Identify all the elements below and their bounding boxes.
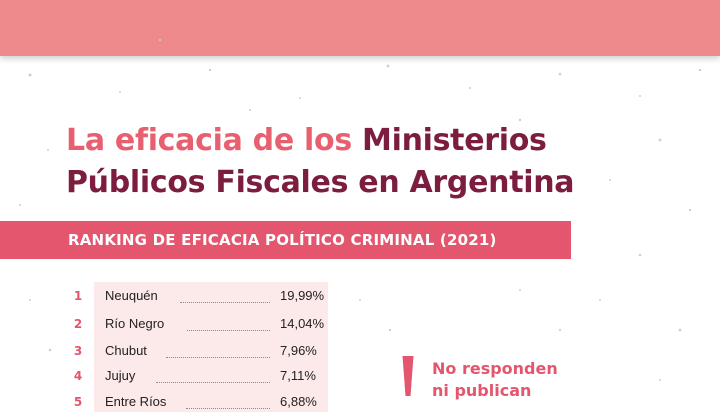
province-name: Neuquén bbox=[105, 288, 158, 303]
efficacy-value: 6,88% bbox=[280, 394, 317, 409]
province-name: Chubut bbox=[105, 343, 147, 358]
no-responden-line-2: ni publican bbox=[432, 381, 532, 400]
title-part-2: Ministerios bbox=[362, 123, 547, 158]
ranking-header-text: RANKING DE EFICACIA POLÍTICO CRIMINAL (2… bbox=[68, 231, 497, 249]
rank-number: 1 bbox=[73, 289, 83, 303]
efficacy-value: 7,11% bbox=[280, 368, 316, 383]
province-name: Jujuy bbox=[105, 368, 136, 383]
title-part-1: La eficacia de los bbox=[66, 123, 363, 158]
dot-leader bbox=[187, 330, 270, 331]
dot-leader bbox=[156, 382, 270, 383]
ranking-list-background bbox=[94, 282, 328, 412]
rank-number: 3 bbox=[73, 344, 83, 358]
exclamation-icon bbox=[402, 356, 414, 396]
dot-leader bbox=[166, 357, 270, 358]
province-name: Entre Ríos bbox=[105, 394, 167, 409]
dot-leader bbox=[186, 408, 270, 409]
dot-leader bbox=[180, 302, 270, 303]
ranking-header-ribbon: RANKING DE EFICACIA POLÍTICO CRIMINAL (2… bbox=[0, 221, 571, 259]
efficacy-value: 19,99% bbox=[280, 288, 325, 303]
no-responden-line-1: No responden bbox=[432, 359, 558, 378]
rank-number: 5 bbox=[73, 395, 83, 409]
title-part-3: Públicos Fiscales en Argentina bbox=[66, 165, 575, 200]
efficacy-value: 14,04% bbox=[280, 316, 325, 331]
top-banner bbox=[0, 0, 720, 56]
rank-number: 4 bbox=[73, 369, 83, 383]
province-name: Río Negro bbox=[105, 316, 165, 331]
no-responden-note: No responden ni publican bbox=[432, 358, 558, 402]
efficacy-value: 7,96% bbox=[280, 343, 317, 358]
rank-number: 2 bbox=[73, 317, 83, 331]
page-title: La eficacia de los Ministerios Públicos … bbox=[66, 120, 575, 204]
